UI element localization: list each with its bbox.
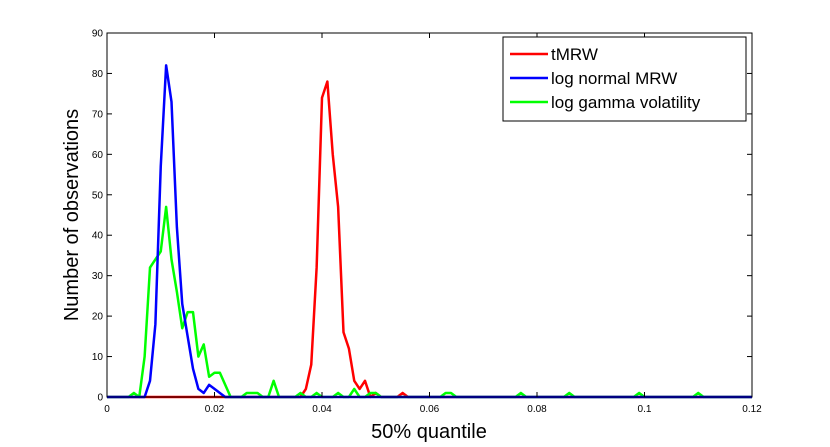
x-tick-label: 0.02 xyxy=(205,404,225,415)
x-tick-label: 0.08 xyxy=(527,404,547,415)
x-axis-ticks: 0 0.02 0.04 0.06 0.08 0.1 0.12 xyxy=(104,33,762,415)
x-tick-label: 0 xyxy=(104,404,110,415)
x-axis-label: 50% quantile xyxy=(371,421,487,443)
y-tick-label: 80 xyxy=(92,69,104,80)
legend-label: log normal MRW xyxy=(551,69,677,88)
legend-label: tMRW xyxy=(551,45,598,64)
y-tick-label: 30 xyxy=(92,271,104,282)
x-tick-label: 0.04 xyxy=(312,404,332,415)
legend: tMRW log normal MRW log gamma volatility xyxy=(502,36,747,122)
y-tick-label: 20 xyxy=(92,312,104,323)
y-tick-label: 0 xyxy=(97,393,103,404)
y-axis-label: Number of observations xyxy=(61,109,83,321)
series-line-log-normal-mrw xyxy=(107,64,752,399)
x-tick-label: 0.1 xyxy=(638,404,652,415)
y-axis-ticks: 0 10 20 30 40 50 60 70 80 90 xyxy=(92,29,752,404)
y-tick-label: 90 xyxy=(92,29,104,40)
y-tick-label: 40 xyxy=(92,231,104,242)
y-tick-label: 50 xyxy=(92,190,104,201)
y-tick-label: 10 xyxy=(92,352,104,363)
y-tick-label: 70 xyxy=(92,109,104,120)
y-tick-label: 60 xyxy=(92,150,104,161)
legend-label: log gamma volatility xyxy=(551,93,701,112)
x-tick-label: 0.06 xyxy=(420,404,440,415)
x-tick-label: 0.12 xyxy=(742,404,762,415)
